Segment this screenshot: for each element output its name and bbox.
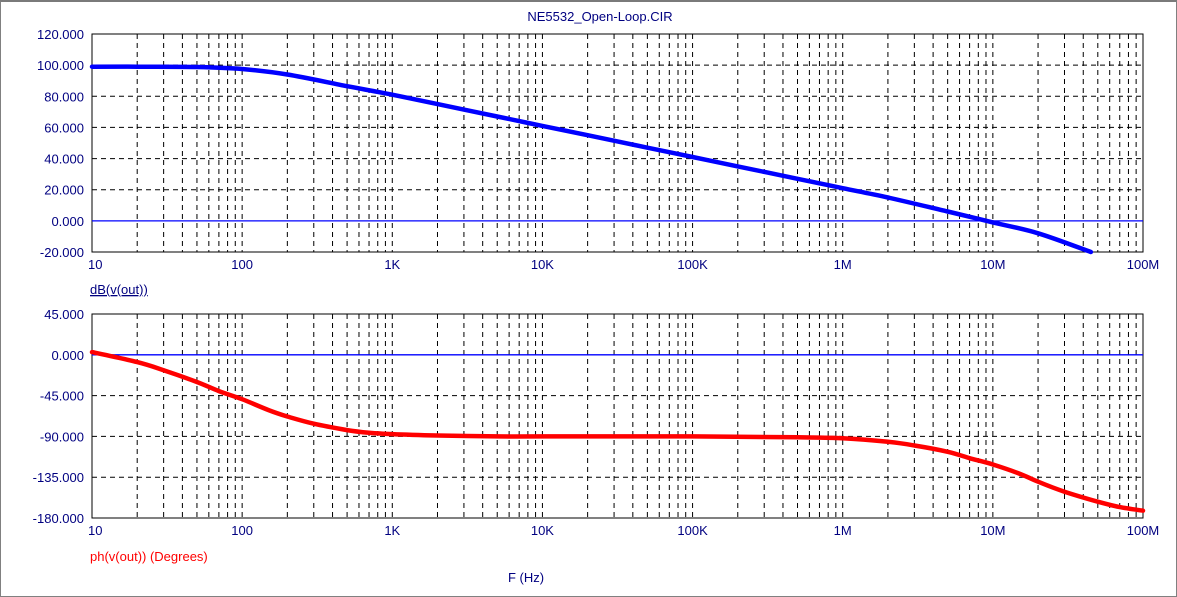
magnitude-y-tick-label: 0.000 bbox=[51, 214, 84, 229]
magnitude-x-tick-label: 10K bbox=[531, 257, 554, 272]
phase-series-line[interactable] bbox=[89, 349, 1146, 513]
magnitude-y-tick-label: 60.000 bbox=[44, 120, 84, 135]
phase-trace-label[interactable]: ph(v(out)) (Degrees) bbox=[90, 549, 208, 564]
phase-y-tick-label: -45.000 bbox=[40, 389, 84, 404]
phase-x-tick-label: 100 bbox=[231, 523, 253, 538]
phase-y-tick-label: -90.000 bbox=[40, 429, 84, 444]
phase-x-tick-label: 1K bbox=[384, 523, 400, 538]
phase-panel[interactable]: 45.000 0.000 -45.000 -90.000 -135.000 -180.00… bbox=[33, 307, 1160, 538]
magnitude-x-tick-label: 10 bbox=[88, 257, 102, 272]
magnitude-x-tick-label: 1K bbox=[384, 257, 400, 272]
magnitude-x-tick-label: 100M bbox=[1127, 257, 1160, 272]
phase-x-tick-label: 100K bbox=[677, 523, 708, 538]
magnitude-x-tick-label: 1M bbox=[834, 257, 852, 272]
magnitude-trace-label[interactable]: dB(v(out)) bbox=[90, 282, 148, 297]
phase-x-tick-label: 100M bbox=[1127, 523, 1160, 538]
magnitude-panel[interactable]: 120.000 100.000 80.000 60.000 40.000 20.000 0.… bbox=[37, 27, 1159, 272]
phase-y-tick-label: -135.000 bbox=[33, 470, 84, 485]
magnitude-y-tick-label: 20.000 bbox=[44, 183, 84, 198]
magnitude-x-tick-label: 100 bbox=[231, 257, 253, 272]
magnitude-y-tick-label: 40.000 bbox=[44, 152, 84, 167]
magnitude-y-tick-label: 100.000 bbox=[37, 58, 84, 73]
phase-x-tick-label: 10K bbox=[531, 523, 554, 538]
magnitude-series-line[interactable] bbox=[89, 64, 1094, 255]
phase-y-tick-label: -180.000 bbox=[33, 511, 84, 526]
chart-title: NE5532_Open-Loop.CIR bbox=[527, 9, 672, 24]
magnitude-x-tick-label: 100K bbox=[677, 257, 708, 272]
magnitude-x-tick-label: 10M bbox=[980, 257, 1005, 272]
x-axis-label: F (Hz) bbox=[508, 570, 544, 585]
phase-x-tick-label: 10M bbox=[980, 523, 1005, 538]
phase-y-tick-label: 0.000 bbox=[51, 348, 84, 363]
magnitude-y-tick-label: -20.000 bbox=[40, 245, 84, 260]
phase-x-tick-label: 10 bbox=[88, 523, 102, 538]
phase-plot-area bbox=[91, 313, 1144, 519]
phase-x-tick-label: 1M bbox=[834, 523, 852, 538]
magnitude-y-tick-label: 80.000 bbox=[44, 89, 84, 104]
phase-y-tick-label: 45.000 bbox=[44, 307, 84, 322]
magnitude-plot-area bbox=[91, 33, 1144, 253]
magnitude-y-tick-label: 120.000 bbox=[37, 27, 84, 42]
